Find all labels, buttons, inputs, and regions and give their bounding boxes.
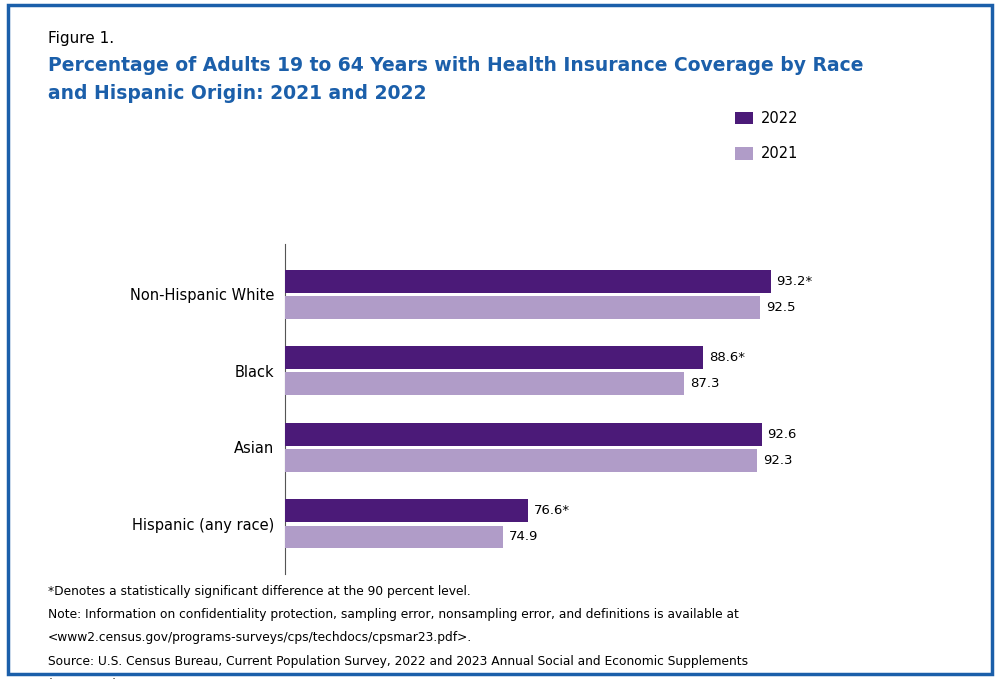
Text: 74.9: 74.9	[509, 530, 538, 543]
Bar	[285, 526, 503, 549]
Text: *Denotes a statistically significant difference at the 90 percent level.: *Denotes a statistically significant dif…	[48, 585, 471, 598]
Bar	[285, 423, 762, 446]
Text: 2022: 2022	[761, 111, 798, 126]
Text: Note: Information on confidentiality protection, sampling error, nonsampling err: Note: Information on confidentiality pro…	[48, 608, 739, 621]
Text: and Hispanic Origin: 2021 and 2022: and Hispanic Origin: 2021 and 2022	[48, 84, 426, 103]
Text: 93.2*: 93.2*	[776, 275, 813, 288]
Text: 92.5: 92.5	[766, 301, 796, 314]
Text: 92.3: 92.3	[763, 454, 793, 467]
Text: 92.6: 92.6	[768, 428, 797, 441]
Bar	[285, 500, 528, 522]
Text: Source: U.S. Census Bureau, Current Population Survey, 2022 and 2023 Annual Soci: Source: U.S. Census Bureau, Current Popu…	[48, 655, 748, 667]
Text: Figure 1.: Figure 1.	[48, 31, 114, 45]
Text: 76.6*: 76.6*	[534, 504, 570, 517]
Text: <www2.census.gov/programs-surveys/cps/techdocs/cpsmar23.pdf>.: <www2.census.gov/programs-surveys/cps/te…	[48, 631, 472, 644]
Bar	[285, 270, 771, 293]
Text: Percentage of Adults 19 to 64 Years with Health Insurance Coverage by Race: Percentage of Adults 19 to 64 Years with…	[48, 56, 864, 75]
Bar	[285, 449, 757, 472]
Bar	[285, 372, 684, 395]
Bar	[285, 346, 703, 369]
Text: 87.3: 87.3	[690, 378, 720, 390]
Text: 88.6*: 88.6*	[709, 351, 745, 365]
Text: (CPS ASEC).: (CPS ASEC).	[48, 678, 121, 679]
Text: 2021: 2021	[761, 146, 798, 161]
Bar	[285, 296, 760, 318]
